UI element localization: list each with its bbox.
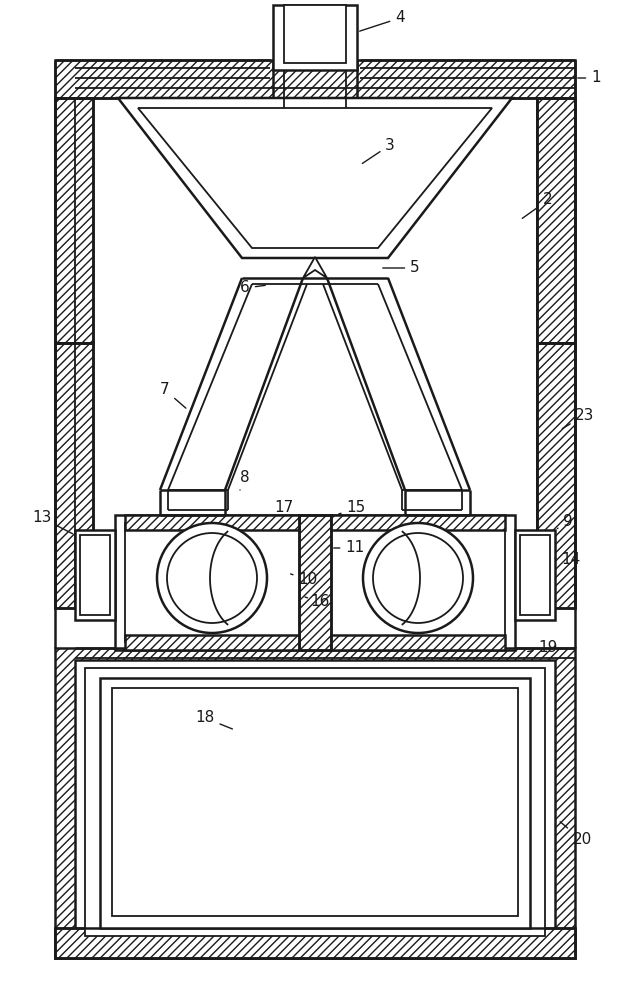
Bar (125, 635, 299, 650)
Text: 15: 15 (338, 500, 365, 516)
Polygon shape (118, 98, 512, 258)
Bar (75, 530, 115, 620)
Bar (55, 98, 93, 343)
Bar (331, 635, 505, 650)
Text: 13: 13 (32, 510, 72, 534)
Bar (520, 535, 550, 615)
Bar (75, 660, 555, 945)
Text: 3: 3 (362, 137, 395, 163)
Text: 9: 9 (557, 514, 573, 530)
Circle shape (363, 523, 473, 633)
Text: 16: 16 (305, 594, 330, 609)
Text: 7: 7 (160, 382, 186, 408)
Text: 18: 18 (196, 710, 233, 729)
Text: 10: 10 (291, 572, 318, 587)
Text: 19: 19 (528, 641, 558, 656)
Bar (299, 515, 331, 650)
Polygon shape (303, 257, 327, 278)
Text: 1: 1 (578, 70, 601, 86)
Circle shape (157, 523, 267, 633)
Bar (80, 535, 110, 615)
Text: 11: 11 (334, 540, 365, 556)
Bar (331, 515, 505, 530)
Text: 23: 23 (562, 408, 594, 429)
Text: 6: 6 (240, 280, 265, 296)
Bar (112, 688, 518, 916)
Bar (537, 98, 575, 343)
Text: 5: 5 (383, 260, 420, 275)
Bar (55, 60, 575, 98)
Bar (100, 678, 530, 928)
Bar (284, 5, 346, 63)
Bar (299, 515, 331, 650)
Circle shape (167, 533, 257, 623)
Bar (85, 668, 545, 936)
Bar (55, 928, 575, 958)
Bar (55, 343, 93, 608)
Bar (55, 343, 93, 608)
Bar (55, 648, 575, 958)
Bar (55, 928, 575, 958)
Bar (115, 515, 515, 650)
Text: 20: 20 (560, 822, 592, 848)
Text: 17: 17 (274, 500, 299, 516)
Bar (273, 5, 357, 70)
Bar (537, 343, 575, 608)
Circle shape (373, 533, 463, 623)
Text: 14: 14 (555, 552, 581, 568)
Bar (125, 515, 299, 530)
Bar (537, 343, 575, 608)
Text: 4: 4 (360, 10, 405, 31)
Text: 2: 2 (522, 192, 553, 218)
Bar (125, 523, 505, 642)
Bar (55, 98, 93, 343)
Bar (515, 530, 555, 620)
Bar (537, 98, 575, 343)
Text: 8: 8 (240, 470, 250, 490)
